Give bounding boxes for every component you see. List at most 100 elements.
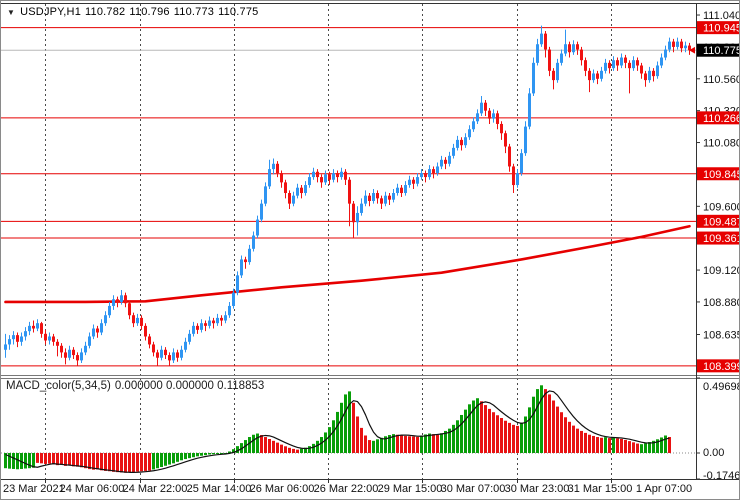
- candle-body: [504, 133, 507, 147]
- macd-histogram-bar: [132, 452, 135, 473]
- price-level-badge-text: 108.399: [703, 361, 740, 373]
- macd-histogram-bar: [444, 430, 447, 453]
- macd-histogram-bar: [432, 434, 435, 453]
- macd-histogram-bar: [628, 441, 631, 453]
- macd-panel[interactable]: [1, 378, 696, 479]
- macd-histogram-bar: [4, 452, 7, 469]
- candle-body: [428, 169, 431, 178]
- macd-histogram-bar: [644, 443, 647, 453]
- candle-body: [604, 62, 607, 71]
- price-axis-label: 109.120: [703, 265, 740, 277]
- candle-body: [424, 173, 427, 178]
- macd-histogram-bar: [416, 436, 419, 453]
- candle-body: [60, 345, 63, 353]
- candle-body: [184, 341, 187, 350]
- candle-body: [252, 235, 255, 249]
- macd-histogram-bar: [88, 452, 91, 470]
- candle-body: [472, 121, 475, 130]
- macd-histogram-bar: [404, 435, 407, 453]
- candle-body: [200, 323, 203, 330]
- candle-body: [188, 333, 191, 342]
- macd-histogram-bar: [144, 452, 147, 471]
- last-price-arrow: [689, 46, 695, 54]
- candle-body: [48, 336, 51, 341]
- candle-body: [272, 163, 275, 170]
- macd-histogram-bar: [460, 414, 463, 453]
- candle-body: [516, 173, 519, 186]
- candle-body: [468, 129, 471, 138]
- time-axis-label: 25 Mar 14:00: [187, 483, 252, 495]
- macd-histogram-bar: [260, 435, 263, 453]
- candle-body: [580, 49, 583, 61]
- candle-body: [168, 355, 171, 361]
- time-axis-label: 26 Mar 22:00: [314, 483, 379, 495]
- price-axis-label: 110.560: [703, 74, 740, 86]
- candle-body: [464, 137, 467, 146]
- macd-histogram-bar: [152, 452, 155, 470]
- macd-histogram-bar: [136, 452, 139, 472]
- candle-body: [488, 110, 491, 119]
- macd-histogram-bar: [32, 452, 35, 468]
- candle-body: [388, 195, 391, 200]
- macd-histogram-bar: [656, 439, 659, 453]
- chart-title: ▼ USDJPY,H1 110.782 110.796 110.773 110.775: [7, 6, 258, 18]
- macd-histogram-bar: [40, 452, 43, 464]
- macd-histogram-bar: [172, 452, 175, 464]
- candle-body: [680, 41, 683, 49]
- macd-histogram-bar: [76, 452, 79, 467]
- candle-body: [276, 163, 279, 174]
- macd-histogram-bar: [408, 436, 411, 453]
- time-axis-label: 30 Mar 07:00: [441, 483, 506, 495]
- macd-histogram-bar: [536, 389, 539, 453]
- candle-body: [220, 317, 223, 321]
- candle-body: [212, 320, 215, 324]
- macd-histogram-bar: [532, 396, 535, 453]
- macd-histogram-bar: [552, 400, 555, 453]
- candle-body: [280, 173, 283, 183]
- candle-body: [620, 57, 623, 66]
- macd-histogram-bar: [176, 452, 179, 462]
- candle-body: [108, 305, 111, 316]
- symbol-dropdown-icon[interactable]: ▼: [7, 8, 16, 17]
- candle-body: [668, 41, 671, 50]
- candle-body: [104, 315, 107, 324]
- macd-histogram-bar: [184, 452, 187, 460]
- macd-histogram-bar: [436, 434, 439, 453]
- candle-body: [308, 177, 311, 186]
- macd-histogram-bar: [164, 452, 167, 466]
- macd-histogram-bar: [528, 407, 531, 453]
- macd-histogram-bar: [228, 451, 231, 453]
- macd-histogram-bar: [440, 433, 443, 453]
- time-axis-label: 1 Apr 07:00: [636, 483, 692, 495]
- candle-body: [68, 349, 71, 358]
- candle-body: [576, 44, 579, 50]
- candle-body: [420, 173, 423, 178]
- macd-histogram-bar: [312, 443, 315, 453]
- candle-body: [436, 166, 439, 174]
- candle-body: [348, 179, 351, 204]
- macd-histogram-bar: [284, 446, 287, 453]
- price-level-badge: 109.361: [697, 231, 740, 245]
- macd-histogram-bar: [668, 437, 671, 453]
- macd-histogram-bar: [216, 452, 219, 454]
- macd-axis-label: 0.00: [703, 447, 724, 459]
- macd-axis-label: -0.174691: [703, 470, 740, 482]
- candle-body: [340, 171, 343, 178]
- macd-histogram-bar: [52, 452, 55, 465]
- candle-body: [352, 203, 355, 223]
- macd-histogram-bar: [560, 412, 563, 453]
- macd-histogram-bar: [580, 430, 583, 453]
- price-axis[interactable]: 111.040110.800110.560110.320110.080109.8…: [1, 3, 740, 483]
- macd-histogram-bar: [572, 425, 575, 453]
- macd-histogram-bar: [380, 437, 383, 453]
- candle-body: [392, 193, 395, 200]
- candle-body: [460, 139, 463, 146]
- macd-histogram-bar: [392, 434, 395, 453]
- candle-body: [88, 336, 91, 346]
- main-chart-panel[interactable]: [1, 4, 696, 375]
- macd-histogram-bar: [276, 442, 279, 453]
- price-level-badge-text: 109.361: [703, 233, 740, 245]
- candle-body: [172, 352, 175, 361]
- candle-body: [268, 169, 271, 187]
